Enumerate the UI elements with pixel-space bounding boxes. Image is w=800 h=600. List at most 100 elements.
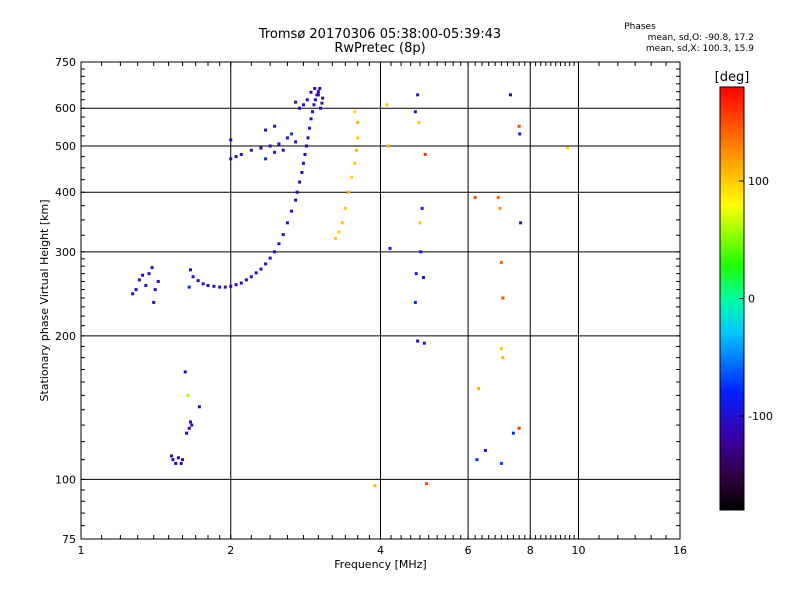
y-tick-label: 500 — [55, 140, 76, 153]
data-point — [337, 230, 341, 234]
data-point — [277, 242, 281, 246]
data-point — [373, 484, 377, 488]
x-tick-label: 4 — [377, 544, 384, 557]
data-point — [156, 279, 160, 283]
data-point — [171, 458, 175, 462]
colorbar-tick-label: 0 — [748, 293, 755, 306]
data-point — [285, 221, 289, 225]
data-point — [300, 170, 304, 174]
colorbar-unit-label: [deg] — [715, 70, 750, 85]
data-point — [268, 144, 272, 148]
x-axis-label: Frequency [MHz] — [334, 558, 426, 571]
data-point — [419, 250, 423, 254]
data-point — [517, 426, 521, 430]
data-point — [264, 157, 268, 161]
data-point — [565, 146, 569, 150]
data-point — [499, 260, 503, 264]
data-point — [152, 300, 156, 304]
data-point — [518, 132, 522, 136]
data-point — [334, 236, 338, 240]
phase-stats-line-o: mean, sd,O: -90.8, 17.2 — [647, 33, 754, 43]
data-point — [356, 136, 360, 140]
data-point — [277, 142, 281, 146]
data-point — [301, 103, 305, 107]
y-tick-label: 75 — [62, 533, 76, 546]
data-point — [305, 144, 309, 148]
data-point — [418, 221, 422, 225]
data-point — [186, 393, 190, 397]
data-point — [273, 250, 277, 254]
data-point — [183, 370, 187, 374]
y-tick-labels: 75 100 200 300 400 500 600 750 — [55, 56, 76, 546]
data-point — [421, 276, 425, 280]
data-point — [150, 266, 154, 270]
data-point — [417, 121, 421, 125]
data-point — [137, 278, 141, 282]
data-point — [254, 271, 258, 275]
data-point — [298, 106, 302, 110]
data-point — [295, 190, 299, 194]
data-point — [306, 136, 310, 140]
data-point — [176, 456, 180, 460]
data-point — [174, 461, 178, 465]
data-point — [229, 138, 233, 142]
y-axis-label: Stationary phase Virtual Height [km] — [38, 199, 51, 401]
data-point — [388, 246, 392, 250]
data-point — [259, 146, 263, 150]
data-point — [303, 152, 307, 156]
x-tick-label: 2 — [227, 544, 234, 557]
data-point — [386, 144, 390, 148]
data-point — [181, 458, 185, 462]
data-point — [483, 448, 487, 452]
data-point — [169, 454, 173, 458]
data-point — [499, 347, 503, 351]
data-point — [153, 288, 157, 292]
data-point — [475, 458, 479, 462]
data-point — [501, 296, 505, 300]
data-point — [340, 221, 344, 225]
data-point — [187, 285, 191, 289]
data-point — [519, 221, 523, 225]
data-point — [134, 288, 138, 292]
data-point — [281, 233, 285, 237]
data-point — [229, 284, 233, 288]
data-point — [308, 126, 312, 130]
data-point — [147, 272, 151, 276]
grid-lines — [81, 62, 680, 539]
data-point — [316, 90, 320, 94]
data-point — [413, 300, 417, 304]
data-point — [477, 387, 481, 391]
data-point — [218, 285, 222, 289]
x-tick-label: 6 — [465, 544, 472, 557]
data-point — [273, 124, 277, 128]
y-tick-label: 750 — [55, 56, 76, 69]
data-point — [290, 209, 294, 213]
data-point — [305, 98, 309, 102]
chart-title-line-1: Tromsø 20170306 05:38:00-05:39:43 — [258, 27, 502, 42]
data-point — [312, 103, 316, 107]
data-point — [508, 93, 512, 97]
data-point — [190, 423, 194, 427]
data-point — [517, 124, 521, 128]
data-point — [229, 157, 233, 161]
data-point — [234, 155, 238, 159]
data-point — [413, 110, 417, 114]
colorbar-ticks: 100 0 -100 — [739, 175, 773, 423]
data-point — [473, 195, 477, 199]
data-point — [285, 136, 289, 140]
data-point — [294, 100, 298, 104]
data-point — [144, 283, 148, 287]
phase-stats-line-x: mean, sd,X: 100.3, 15.9 — [645, 44, 754, 54]
data-point — [311, 110, 315, 114]
data-point — [131, 292, 135, 296]
colorbar-tick-label: 100 — [748, 175, 769, 188]
chart-title-line-2: RwPretec (8p) — [334, 41, 426, 56]
data-point — [416, 93, 420, 97]
y-tick-label: 600 — [55, 102, 76, 115]
data-point — [318, 86, 322, 90]
data-point — [313, 86, 317, 90]
data-point — [425, 482, 429, 486]
data-point — [309, 117, 313, 121]
data-point — [191, 275, 195, 279]
data-point — [347, 190, 351, 194]
